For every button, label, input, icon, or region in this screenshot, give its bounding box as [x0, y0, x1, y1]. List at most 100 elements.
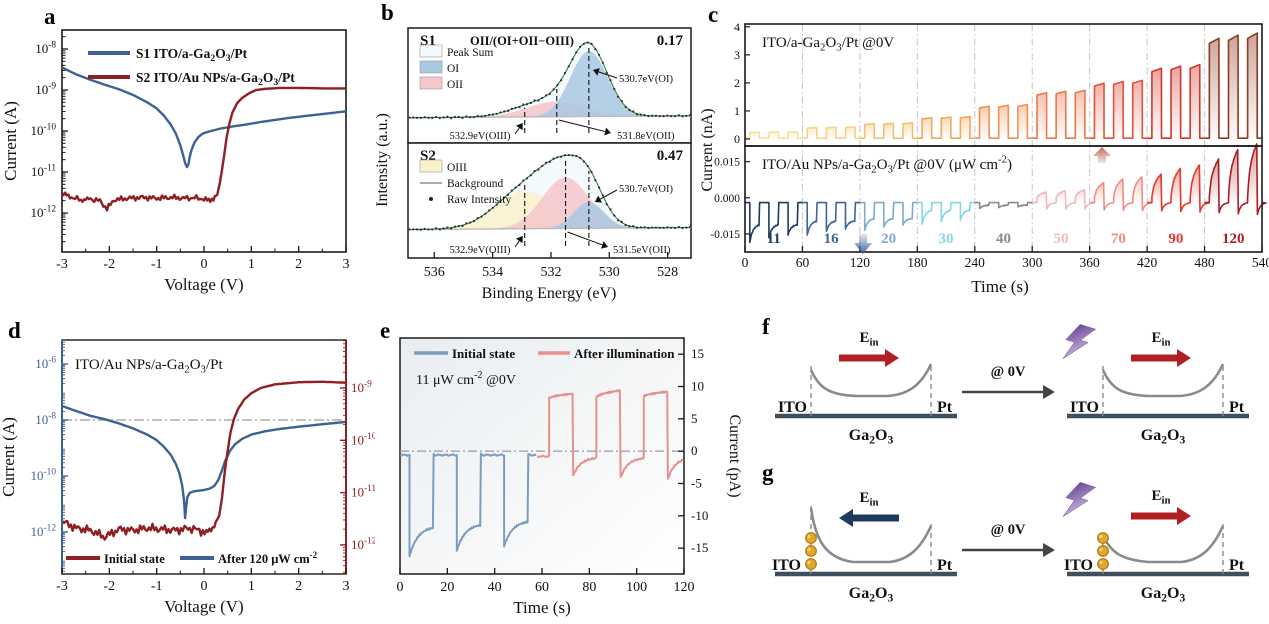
svg-text:After 120 μW cm-2: After 120 μW cm-2 — [218, 550, 318, 566]
series-line — [62, 86, 346, 212]
material-label: Ga2O3 — [849, 585, 894, 605]
panel-d-plot: 10-610-810-1010-1210-910-1010-1110-12-3-… — [0, 339, 377, 616]
panel-c-photoresponse-traces: 11 16 20 30 40 50 70 90 120 0 1 2 3 4 0.015 0.000 -0.015… — [699, 0, 1269, 312]
panel-b-xps-spectra: S1 OII/(OI+OII−OIII) 0.17 Peak Sum OI OII 532.… — [374, 0, 703, 312]
svg-text:0.015: 0.015 — [714, 157, 740, 169]
svg-text:5: 5 — [691, 411, 698, 426]
x-axis-label: Time (s) — [971, 277, 1028, 296]
svg-text:After illumination: After illumination — [574, 346, 675, 361]
axes-b: 536 534 532 530 528 — [424, 252, 678, 280]
electrode-right-label: Pt — [1229, 557, 1245, 574]
power-label: 40 — [996, 231, 1011, 247]
svg-text:10-10: 10-10 — [31, 123, 57, 138]
svg-text:2: 2 — [295, 579, 302, 594]
panel-letter-e: e — [380, 318, 391, 343]
panel-letter-c: c — [708, 2, 719, 27]
svg-text:532.9eV(OIII): 532.9eV(OIII) — [450, 131, 511, 142]
component-OI — [408, 51, 691, 118]
svg-text:20: 20 — [440, 580, 454, 595]
legend-e: Initial state After illumination — [414, 346, 675, 361]
material-label: Ga2O3 — [1141, 427, 1186, 447]
series-line — [62, 66, 346, 169]
band-curve — [809, 507, 933, 564]
panel-g-diagram: ITO Pt Ga2O3 Ein ITO Pt Ga2O3 Ein @ 0V — [772, 482, 1249, 605]
svg-text:10-11: 10-11 — [351, 484, 375, 499]
svg-text:S2 ITO/Au NPs/a-Ga2O3/Pt: S2 ITO/Au NPs/a-Ga2O3/Pt — [136, 70, 295, 88]
y-axis-label: Current (pA) — [726, 414, 743, 497]
svg-text:0.000: 0.000 — [714, 193, 740, 205]
axes-a: 10-8 10-9 10-10 10-11 10-12 -3 -2 -1 0 1 2 3 — [31, 36, 350, 272]
field-label: Ein — [859, 490, 878, 508]
top-traces — [745, 32, 1262, 139]
y-axis-label: Current (A) — [0, 417, 18, 497]
bias-label: @ 0V — [991, 522, 1026, 538]
svg-text:180: 180 — [907, 255, 928, 270]
svg-text:60: 60 — [796, 255, 810, 270]
svg-text:531.8eV(OII): 531.8eV(OII) — [617, 131, 675, 142]
svg-text:10-11: 10-11 — [31, 164, 56, 179]
material-label: Ga2O3 — [1141, 585, 1186, 605]
electrode-left-label: ITO — [772, 557, 801, 574]
electrode-left-label: ITO — [1070, 399, 1099, 416]
svg-text:-1: -1 — [151, 579, 163, 594]
svg-text:Initial state: Initial state — [104, 552, 165, 566]
svg-text:10-8: 10-8 — [35, 412, 56, 427]
gridlines — [801, 24, 1206, 252]
svg-text:3: 3 — [734, 48, 740, 62]
electrode-right-label: Pt — [937, 557, 953, 574]
svg-text:360: 360 — [1080, 255, 1101, 270]
svg-text:10-10: 10-10 — [31, 468, 57, 483]
svg-text:0: 0 — [201, 579, 208, 594]
bias-label: @ 0V — [991, 364, 1026, 380]
series-after — [62, 404, 346, 520]
svg-text:S1 ITO/a-Ga2O3/Pt: S1 ITO/a-Ga2O3/Pt — [136, 46, 248, 64]
svg-text:532.9eV(OIII): 532.9eV(OIII) — [450, 245, 511, 256]
legend-a: S1 ITO/a-Ga2O3/Pt S2 ITO/Au NPs/a-Ga2O3/P… — [88, 46, 295, 88]
x-axis-label: Voltage (V) — [164, 275, 243, 294]
svg-text:300: 300 — [1022, 255, 1042, 270]
power-label: 70 — [1111, 231, 1126, 247]
svg-text:0: 0 — [201, 257, 208, 272]
panel-g-band-diagram-aunps: ITO Pt Ga2O3 Ein ITO Pt Ga2O3 Ein @ 0V — [757, 462, 1269, 624]
svg-text:-10: -10 — [691, 508, 708, 523]
svg-text:10-6: 10-6 — [35, 356, 56, 371]
panel-letter-a: a — [44, 4, 56, 29]
svg-text:OIII: OIII — [447, 162, 467, 174]
svg-text:0.17: 0.17 — [657, 33, 684, 49]
svg-text:-2: -2 — [103, 257, 115, 272]
band-curve — [1101, 525, 1225, 564]
panel-letter-f: f — [762, 314, 770, 339]
power-label: 11 — [767, 231, 781, 247]
svg-text:Peak Sum: Peak Sum — [447, 47, 493, 59]
svg-text:240: 240 — [965, 255, 986, 270]
power-label: 90 — [1168, 231, 1183, 247]
x-axis-label: Time (s) — [513, 598, 570, 617]
svg-text:120: 120 — [850, 255, 871, 270]
svg-text:480: 480 — [1194, 255, 1215, 270]
top-trace-title: ITO/a-Ga2O3/Pt @0V — [762, 35, 894, 53]
svg-text:OI: OI — [447, 63, 459, 75]
y-axis-label: Intensity (a.u.) — [375, 113, 391, 207]
panel-letter-d: d — [8, 318, 21, 343]
component-OII — [408, 177, 691, 230]
svg-text:2: 2 — [734, 76, 740, 90]
svg-text:OII: OII — [447, 79, 463, 91]
svg-text:Background: Background — [447, 178, 503, 190]
band-diagram: ITO Pt Ga2O3 Ein — [775, 330, 957, 447]
electrode-left-label: ITO — [778, 399, 807, 416]
plot-title: ITO/Au NPs/a-Ga2O3/Pt — [75, 357, 223, 375]
material-label: Ga2O3 — [849, 427, 894, 447]
panel-letter-g: g — [762, 460, 774, 485]
arrow-up-icon — [1093, 147, 1111, 163]
au-nanoparticle-icon — [805, 558, 817, 570]
electrode-right-label: Pt — [1229, 399, 1245, 416]
power-label: 30 — [939, 231, 954, 247]
svg-text:540: 540 — [1252, 255, 1269, 270]
svg-text:2: 2 — [295, 257, 302, 272]
svg-text:420: 420 — [1137, 255, 1158, 270]
svg-text:10-10: 10-10 — [351, 432, 375, 447]
panel-c-plot: 11 16 20 30 40 50 70 90 120 0 1 2 3 4 0.015 0.000 -0.015… — [699, 20, 1269, 296]
